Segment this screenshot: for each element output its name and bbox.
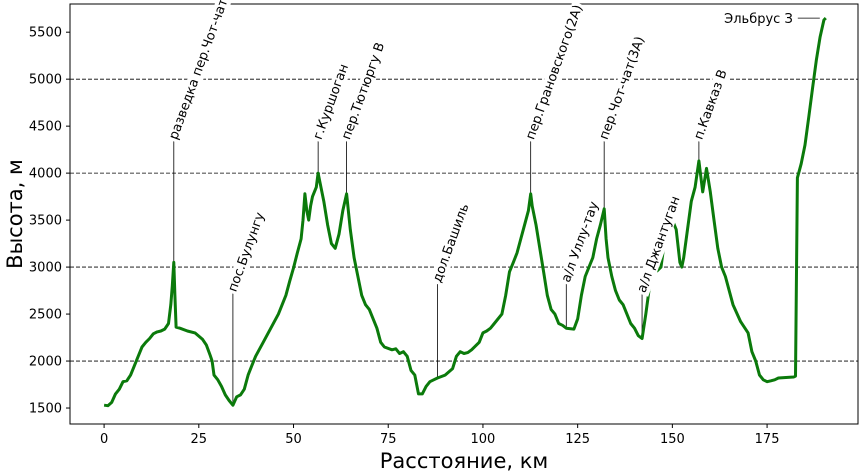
x-tick-label: 100 (471, 432, 496, 447)
annotation-label: пер.Чот-чат(3А) (597, 35, 648, 142)
annotation-label-background (558, 197, 603, 287)
annotation-label-background (522, 1, 587, 144)
annotation-label: пос.Булунгу (226, 210, 269, 294)
annotation-label-background (310, 60, 353, 144)
y-tick-label: 4500 (29, 120, 62, 135)
x-tick-label: 75 (380, 432, 397, 447)
x-tick-label: 150 (660, 432, 685, 447)
x-axis-ticks: 0 25 50 75 100 125 150 175 (100, 424, 780, 447)
annotation-label: разведка пер.Чот-чат (166, 0, 231, 142)
y-tick-label: 2500 (29, 308, 62, 323)
annotation-label-background (165, 0, 233, 144)
annotation-label-background (634, 192, 685, 297)
elevation-line (103, 17, 827, 408)
y-tick-label: 1500 (29, 402, 62, 417)
x-tick-label: 125 (565, 432, 590, 447)
annotation-label: а/л Джантуган (635, 194, 684, 295)
y-tick-label: 3500 (29, 214, 62, 229)
x-tick-label: 50 (285, 432, 302, 447)
annotation-label-background (596, 32, 649, 144)
annotation-label: пер.Тютюргу В (339, 41, 388, 142)
y-tick-label: 5500 (29, 26, 62, 41)
annotation-label-background (690, 65, 732, 144)
y-tick-label: 5000 (29, 73, 62, 88)
y-axis-title: Высота, м (3, 159, 27, 269)
x-tick-label: 0 (100, 432, 108, 447)
y-tick-label: 4000 (29, 167, 62, 182)
annotation-label-background (224, 208, 269, 296)
y-tick-label: 2000 (29, 355, 62, 370)
y-tick-label: 3000 (29, 261, 62, 276)
annotation-label-background (429, 199, 474, 287)
annotation-leader-lines (173, 17, 820, 406)
y-axis-ticks: 1500 2000 2500 3000 3500 4000 4500 5000 5500 (29, 26, 70, 417)
x-tick-label: 175 (755, 432, 780, 447)
annotation-label: Эльбрус З (724, 12, 793, 27)
x-axis-title: Расстояние, км (380, 449, 549, 472)
plot-frame (69, 3, 859, 425)
x-tick-label: 25 (191, 432, 208, 447)
annotation-label: пер.Грановского(2А) (523, 3, 586, 142)
annotation-label-background (338, 38, 389, 144)
annotation-label: дол.Башиль (430, 202, 472, 285)
